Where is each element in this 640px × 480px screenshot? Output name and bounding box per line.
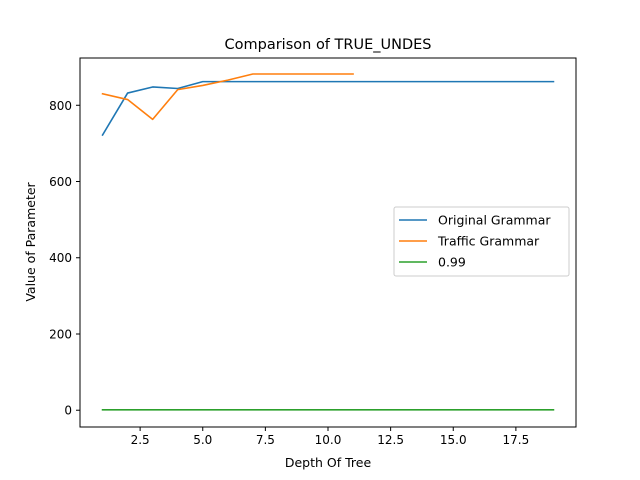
x-tick-label: 15.0 xyxy=(440,433,467,447)
x-axis-label: Depth Of Tree xyxy=(285,455,372,470)
series-line-2 xyxy=(101,73,354,121)
legend-label-1: Original Grammar xyxy=(438,213,551,228)
x-tick-label: 17.5 xyxy=(503,433,530,447)
plot-area xyxy=(101,73,555,411)
legend-label-2: Traffic Grammar xyxy=(437,234,540,249)
legend-box xyxy=(393,206,570,277)
x-axis: 2.5 5.0 7.5 10.0 12.5 15.0 17.5 xyxy=(131,427,530,447)
y-axis: 0 200 400 600 800 xyxy=(49,99,80,418)
x-tick-label: 5.0 xyxy=(193,433,212,447)
x-tick-label: 7.5 xyxy=(256,433,275,447)
chart-title: Comparison of TRUE_UNDES xyxy=(225,37,432,53)
legend: Original Grammar Traffic Grammar 0.99 xyxy=(393,206,570,277)
y-tick-label: 200 xyxy=(49,327,72,341)
y-tick-label: 800 xyxy=(49,99,72,113)
y-axis-label: Value of Parameter xyxy=(23,181,38,301)
y-tick-label: 600 xyxy=(49,175,72,189)
y-tick-label: 0 xyxy=(64,404,72,418)
legend-label-3: 0.99 xyxy=(438,255,466,270)
x-tick-label: 12.5 xyxy=(377,433,404,447)
y-tick-label: 400 xyxy=(49,251,72,265)
x-tick-label: 2.5 xyxy=(131,433,150,447)
x-tick-label: 10.0 xyxy=(315,433,342,447)
series-line-1 xyxy=(101,80,555,137)
